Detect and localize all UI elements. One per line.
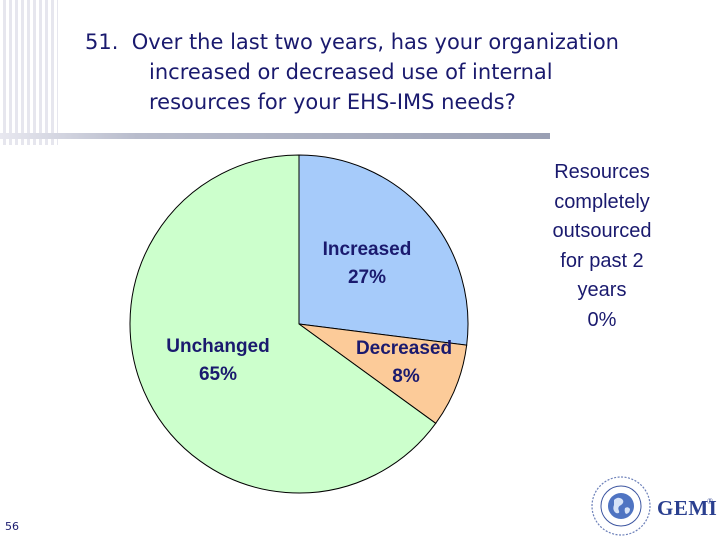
outsourced-note: Resources completely outsourced for past… <box>552 161 652 331</box>
title-line-1: 51. Over the last two years, has your or… <box>85 27 715 57</box>
question-number: 51. <box>85 30 119 54</box>
globe-seal-icon <box>591 476 651 536</box>
slice-label-decreased: Decreased <box>356 338 452 359</box>
decorative-stripes <box>0 0 58 145</box>
title-underline <box>0 133 550 139</box>
page-number: 56 <box>5 520 19 533</box>
pie-slice-unchanged <box>129 154 437 494</box>
slice-value-increased: 27% <box>348 267 386 288</box>
slice-label-unchanged: Unchanged <box>166 336 269 357</box>
slice-value-decreased: 8% <box>392 366 420 387</box>
title-line-2: increased or decreased use of internal <box>149 60 553 84</box>
logo-text: GEMI <box>657 496 718 520</box>
title-text-line-1: Over the last two years, has your organi… <box>131 30 619 54</box>
slice-label-increased: Increased <box>323 239 412 260</box>
pie-slice-increased <box>298 154 469 346</box>
slide-title: 51. Over the last two years, has your or… <box>85 27 715 117</box>
logo-registered-mark: ® <box>707 497 714 506</box>
slice-value-unchanged: 65% <box>199 364 237 385</box>
title-line-3: resources for your EHS-IMS needs? <box>149 90 516 114</box>
